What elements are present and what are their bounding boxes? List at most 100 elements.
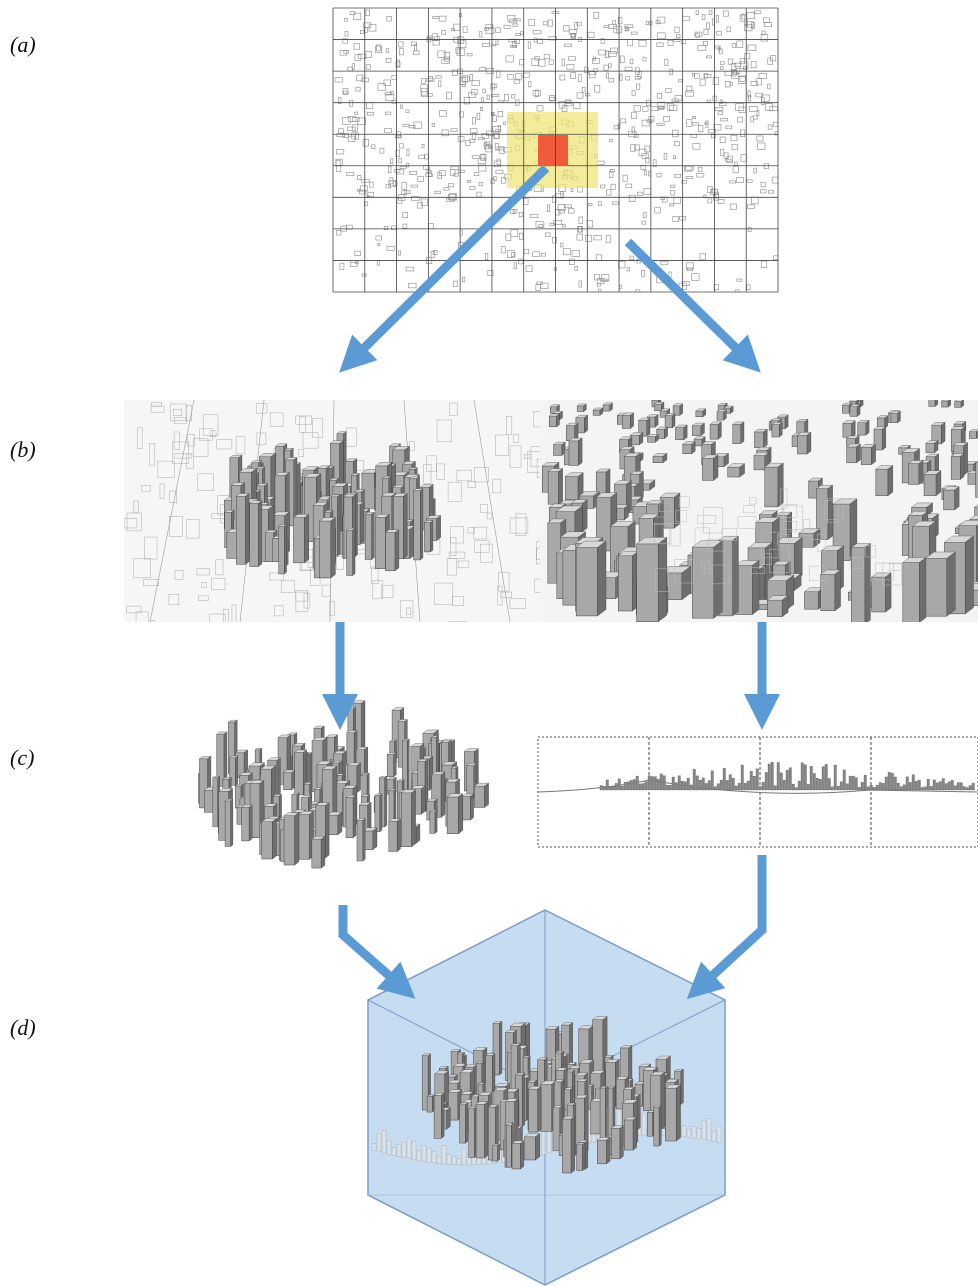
building-side — [582, 1143, 584, 1171]
panel-label: (d) — [10, 1015, 36, 1040]
skyline-building — [732, 778, 735, 790]
skyline-building — [840, 782, 843, 790]
building — [772, 425, 779, 437]
building — [265, 533, 273, 562]
skyline-building — [972, 783, 975, 790]
skyline-building — [828, 778, 831, 790]
skyline-building — [603, 786, 606, 790]
building — [375, 517, 385, 568]
building — [447, 797, 458, 834]
context-building — [707, 1119, 711, 1141]
building — [692, 426, 701, 436]
wire-building — [150, 620, 155, 637]
context-building — [447, 1154, 451, 1164]
context-building — [372, 1144, 376, 1151]
building — [765, 467, 778, 507]
building — [554, 445, 562, 456]
building-side — [779, 422, 782, 437]
building-side — [620, 1126, 623, 1159]
skyline-building — [792, 784, 795, 790]
skyline-building — [669, 785, 672, 790]
render-far — [540, 397, 978, 624]
building-side — [919, 461, 923, 485]
skyline-building — [648, 776, 651, 790]
skyline-building — [936, 783, 939, 790]
skyline-building — [615, 783, 618, 790]
skyline-building — [780, 773, 783, 790]
context-building — [417, 1151, 421, 1161]
building-side — [235, 756, 237, 785]
building-side — [898, 411, 901, 423]
skyline-building — [948, 782, 951, 790]
arrow — [700, 855, 762, 987]
skyline-building — [675, 783, 678, 790]
building-side — [866, 420, 869, 435]
building-side — [606, 1137, 610, 1163]
building-side — [684, 425, 687, 440]
skyline-building — [930, 786, 933, 790]
building-side — [718, 422, 721, 439]
building — [236, 496, 245, 564]
skyline-building — [747, 781, 750, 790]
building — [242, 807, 250, 841]
building-side — [364, 747, 367, 776]
building-side — [661, 1072, 665, 1130]
skyline-building — [633, 779, 636, 790]
building — [942, 401, 948, 407]
building — [312, 839, 321, 868]
skyline-building — [924, 787, 927, 790]
skyline-building — [879, 783, 882, 790]
skyline-building — [765, 772, 768, 790]
building-side — [385, 776, 387, 827]
skyline-building — [651, 776, 654, 790]
building — [357, 820, 363, 861]
building-side — [647, 418, 650, 436]
building-side — [871, 444, 875, 464]
building — [576, 548, 597, 616]
building — [250, 503, 259, 566]
context-building — [452, 1156, 456, 1164]
building — [903, 562, 919, 622]
building — [702, 458, 713, 480]
building — [562, 1119, 571, 1173]
skyline-building — [960, 783, 963, 790]
building-side — [465, 1103, 467, 1143]
skyline-building — [756, 769, 759, 790]
building — [365, 514, 372, 559]
building — [622, 415, 630, 428]
building-side — [231, 799, 233, 846]
context-building — [392, 1147, 396, 1155]
panel-label: (c) — [10, 745, 34, 770]
building-side — [941, 422, 945, 444]
building-side — [304, 514, 308, 563]
building — [577, 406, 583, 412]
skyline-building — [642, 783, 645, 790]
building — [347, 733, 354, 765]
building — [506, 1125, 511, 1167]
skyline-building — [885, 777, 888, 790]
skyline-building — [867, 787, 870, 790]
context-building — [387, 1140, 391, 1154]
building — [593, 1020, 603, 1074]
skyline-building — [660, 774, 663, 790]
building-side — [258, 501, 261, 567]
skyline-building — [774, 786, 777, 790]
building — [474, 786, 484, 807]
building — [696, 411, 703, 417]
building — [969, 432, 976, 439]
building — [512, 1143, 520, 1169]
building-side — [741, 422, 744, 444]
context-building — [457, 1159, 461, 1165]
building — [847, 447, 857, 463]
building-side — [245, 494, 249, 565]
building-top — [929, 397, 938, 399]
building — [577, 1145, 583, 1171]
building-side — [835, 570, 841, 611]
building-side — [360, 502, 364, 545]
building — [611, 1128, 620, 1159]
building-side — [629, 1045, 632, 1083]
building-side — [249, 805, 252, 841]
skyline-building — [666, 785, 669, 790]
building-side — [538, 1086, 542, 1132]
context-building — [682, 1126, 686, 1137]
